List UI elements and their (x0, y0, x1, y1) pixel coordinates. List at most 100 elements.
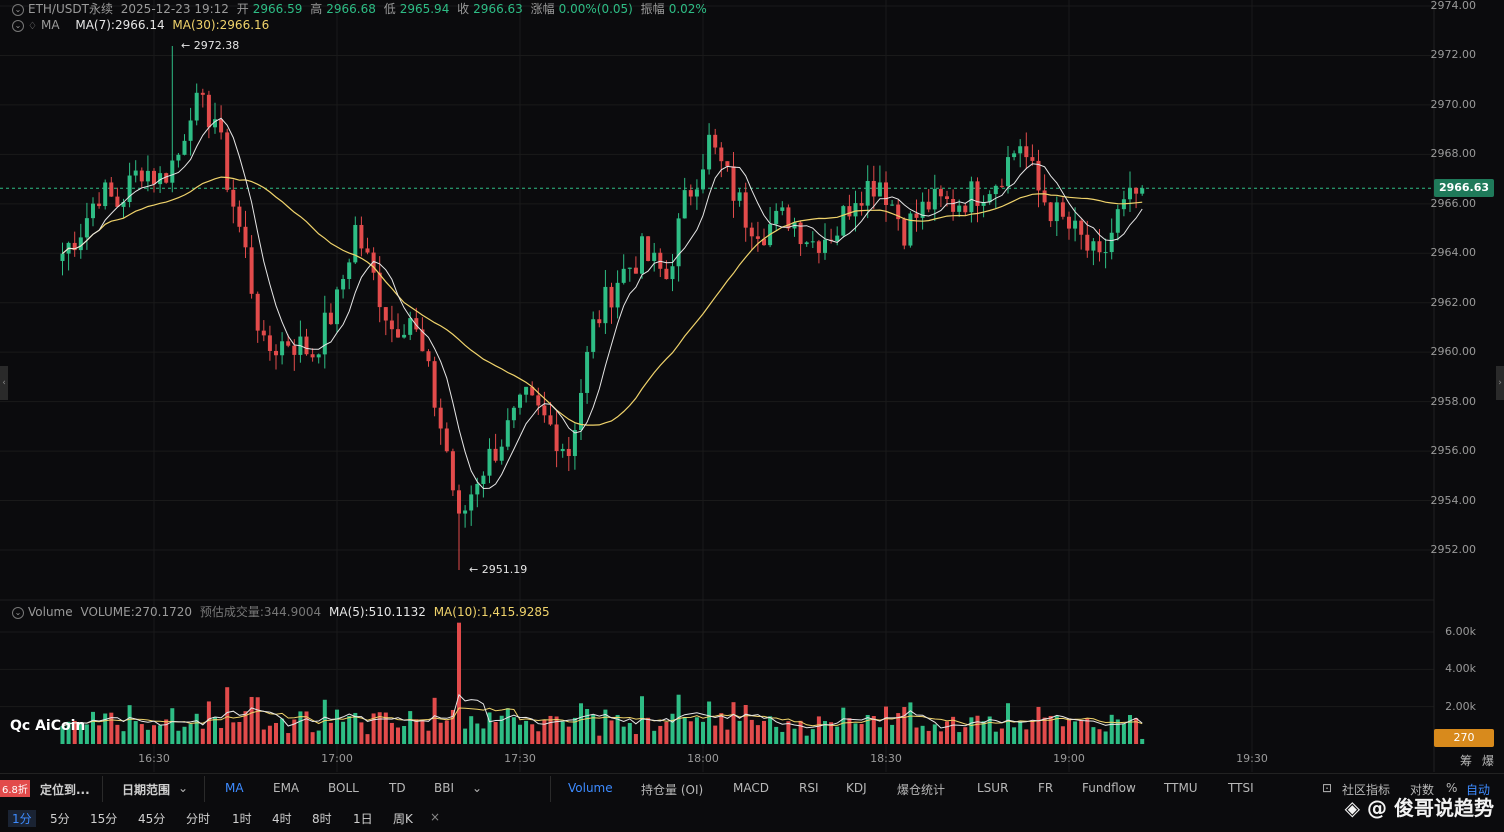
candle-body (658, 252, 663, 269)
vol-ma10-value: MA(10):1,415.9285 (433, 605, 550, 619)
chevron-down-icon[interactable]: ⌄ (472, 781, 483, 795)
candle-body (774, 210, 779, 225)
volume-bar (206, 701, 211, 744)
interval-item[interactable]: 5分 (50, 812, 70, 826)
candle-body (1073, 220, 1078, 229)
close-label: 收 (457, 2, 470, 16)
volume-bar (145, 729, 150, 744)
candle-body (383, 307, 388, 321)
sub-indicator-item[interactable]: TTMU (1164, 781, 1198, 795)
community-icon[interactable]: ⊡ (1322, 781, 1333, 795)
chevron-down-icon[interactable]: ⌄ (178, 781, 189, 795)
watermark: ◈ @ 俊哥说趋势 (1345, 792, 1494, 821)
interval-item[interactable]: 1分 (8, 810, 36, 827)
interval-item[interactable]: 15分 (90, 812, 118, 826)
sub-indicator-item[interactable]: TTSI (1228, 781, 1254, 795)
candle-body (493, 448, 498, 461)
date-range-button[interactable]: 日期范围 (122, 783, 171, 797)
indicator-ema[interactable]: EMA (273, 781, 300, 795)
volume-bar (633, 734, 638, 744)
candle-body (389, 320, 394, 330)
aicoin-logo: Qc AiCoin (10, 718, 85, 734)
volume-bar (1091, 727, 1096, 744)
volume-bar (84, 724, 89, 744)
volume-bar (804, 735, 809, 744)
sub-indicator-item[interactable]: Fundflow (1082, 781, 1136, 795)
interval-item[interactable]: 周K (393, 812, 413, 826)
ma-name[interactable]: MA (40, 18, 60, 32)
candle-body (365, 248, 370, 253)
candle-body (243, 226, 248, 248)
candle-body (304, 336, 309, 355)
sub-indicator-item[interactable]: 爆仓统计 (897, 783, 946, 797)
sub-indicator-item[interactable]: FR (1038, 781, 1054, 795)
candle-body (170, 160, 175, 183)
sub-indicator-item[interactable]: Volume (568, 781, 613, 795)
ma7-value: MA(7):2966.14 (75, 18, 165, 32)
candle-body (987, 194, 992, 203)
interval-item[interactable]: 4时 (272, 812, 292, 826)
locate-button[interactable]: 定位到... (40, 783, 90, 797)
candle-body (1024, 146, 1029, 158)
candle-body (1140, 188, 1145, 194)
interval-item[interactable]: 1日 (353, 812, 373, 826)
high-value: 2966.68 (326, 2, 376, 16)
volume-bar (365, 734, 370, 744)
interval-item[interactable]: 8时 (312, 812, 332, 826)
community-indicators-button[interactable]: 社区指标 (1342, 783, 1391, 797)
volume-bar (487, 712, 492, 744)
side-tool-a[interactable]: 筹 (1460, 754, 1473, 768)
candle-body (1012, 153, 1017, 158)
percent-toggle[interactable]: % (1446, 781, 1458, 795)
volume-bar (896, 713, 901, 744)
candle-body (932, 188, 937, 210)
indicator-ma[interactable]: MA (225, 781, 244, 795)
bell-icon[interactable]: ♢ (28, 21, 37, 32)
candle-body (328, 312, 333, 325)
indicator-boll[interactable]: BOLL (328, 781, 359, 795)
sub-indicator-item[interactable]: LSUR (977, 781, 1009, 795)
est-value: 344.9004 (263, 605, 322, 619)
candle-body (97, 203, 102, 207)
collapse-icon[interactable]: ⌄ (12, 19, 24, 32)
candle-body (908, 213, 913, 246)
volume-bar (640, 696, 644, 744)
discount-badge[interactable]: 6.8折 (0, 780, 30, 797)
sub-indicator-item[interactable]: RSI (799, 781, 819, 795)
candle-body (1030, 157, 1035, 161)
close-icon[interactable]: × (430, 810, 441, 824)
time-tick-label: 19:30 (1236, 752, 1268, 765)
volume-bar (463, 728, 468, 744)
candle-body (914, 213, 919, 218)
candle-body (1036, 160, 1041, 191)
volume-bar (627, 723, 632, 744)
interval-item[interactable]: 分时 (186, 812, 211, 826)
sub-indicator-item[interactable]: KDJ (846, 781, 867, 795)
side-tool-b[interactable]: 爆 (1482, 754, 1495, 768)
volume-bars-layer (60, 622, 1145, 744)
symbol-label: ETH/USDT永续 (28, 2, 113, 16)
interval-item[interactable]: 1时 (232, 812, 252, 826)
indicator-td[interactable]: TD (389, 781, 406, 795)
candle-body (213, 119, 217, 128)
collapse-icon[interactable]: ⌄ (12, 3, 24, 16)
indicator-bbi[interactable]: BBI (434, 781, 455, 795)
candle-body (1018, 146, 1023, 154)
time-tick-label: 18:00 (687, 752, 719, 765)
auto-scale-toggle[interactable]: 自动 (1466, 783, 1491, 797)
volume-bar (286, 733, 291, 744)
volume-bar (371, 713, 376, 744)
sub-indicator-item[interactable]: MACD (733, 781, 769, 795)
volume-bar (1060, 726, 1065, 744)
right-collapse-handle[interactable]: › (1496, 366, 1504, 400)
left-collapse-handle[interactable]: ‹ (0, 366, 8, 400)
candle-body (481, 475, 486, 484)
log-scale-toggle[interactable]: 对数 (1410, 783, 1435, 797)
sub-indicator-item[interactable]: 持仓量 (OI) (641, 783, 704, 797)
collapse-icon[interactable]: ⌄ (12, 606, 24, 619)
volume-bar (853, 723, 858, 744)
volume-name[interactable]: Volume (28, 605, 73, 619)
candle-body (1103, 252, 1108, 254)
interval-item[interactable]: 45分 (138, 812, 166, 826)
